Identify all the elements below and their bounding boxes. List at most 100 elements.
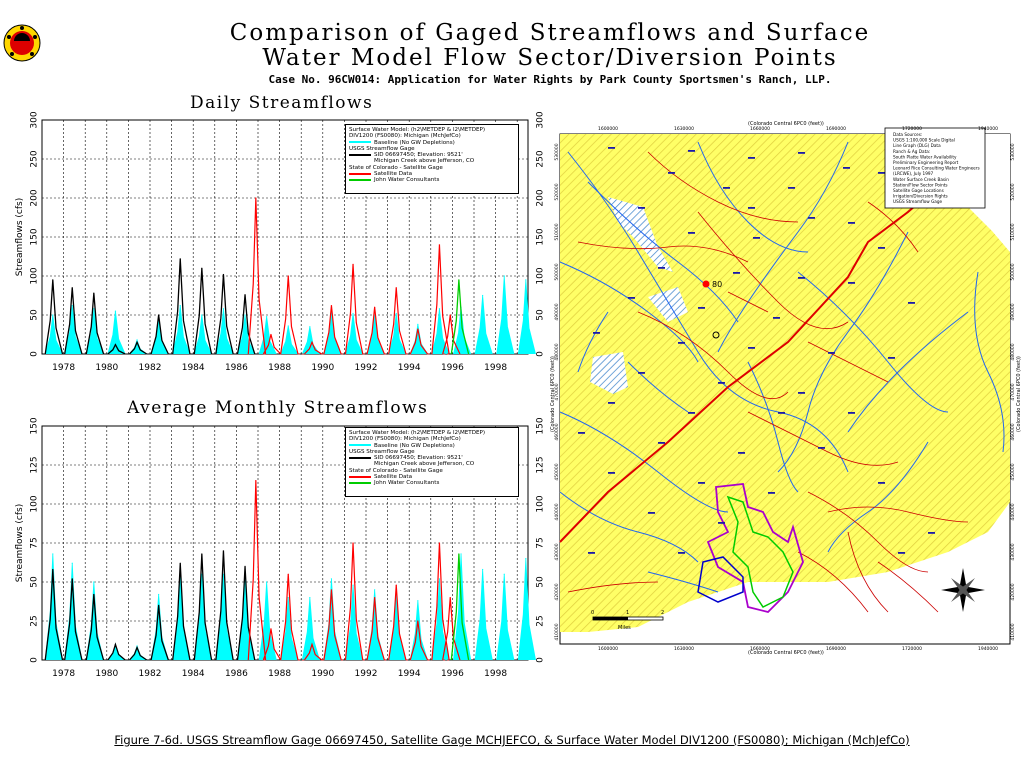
map-y-tick-label: 500000 [554,263,560,280]
diversion-point-marker [658,267,665,269]
monthly-streamflow-chart: 0 0 25 25 50 50 75 75 100 100 125 125 150 150 1978 1980… [15,418,546,679]
diversion-point-marker [898,552,905,554]
river-line [847,311,969,433]
diversion-point-marker [638,207,645,209]
baseline-area [44,553,536,661]
monthly-chart-title: Average Monthly Streamflows [127,398,429,418]
map-top-axis-label: (Colorado Central 6PC0 (feet)) [748,121,824,127]
diversion-point-marker [718,522,725,524]
legend-usgs-head: USGS Streamflow Gage [349,448,415,455]
legend-model-line2: DIV1200 (FS0080): Michigan (MchJefCo) [349,436,461,443]
map-y-tick-label-right: 480000 [1010,343,1016,360]
y-tick-label-right: 50 [536,309,546,321]
map-legend-line: USGS 1:100,000 Scale Digital [893,138,955,143]
road-line [697,211,849,329]
map-y-tick-label-right: 460000 [1010,423,1016,440]
diversion-point-marker [608,147,615,149]
map-x-tick-label-bottom: 1690000 [826,646,846,652]
y-tick-label-right: 150 [536,418,546,435]
map-y-tick-label: 460000 [554,423,560,440]
road-line [577,241,749,263]
series-line [44,258,256,355]
map-legend-line: South Platte Water Availability [893,154,957,159]
page-title-line2: Water Model Flow Sector/Diversion Points [262,45,838,71]
road-line [847,531,889,613]
legend-baseline-label: Baseline (No GW Depletions) [374,442,455,449]
road-line [647,151,799,223]
map-legend-line: Irrigation/Diversion Rights [893,194,948,199]
x-tick-label: 1990 [311,669,334,679]
diversion-point-marker [628,297,635,299]
y-tick-label: 25 [30,615,40,626]
x-tick-label: 1986 [225,669,248,679]
x-tick-label: 1980 [95,669,118,679]
legend-john-label: John Water Consultants [374,177,440,184]
diversion-point-marker [648,512,655,514]
diversion-point-marker [698,307,705,309]
map-bottom-axis-label: (Colorado Central 6PC0 (feet)) [748,650,824,656]
road-line [797,551,869,613]
map-legend-line: (LRCWE), July 1997 [893,171,934,176]
legend-model-line1: Surface Water Model: (h2\METDEP & l2\MET… [349,127,486,133]
diversion-point-marker [733,272,740,274]
map-hatched-area-1 [608,197,673,272]
river-line [717,141,849,353]
series-1 [44,258,256,355]
map-y-tick-label-right: 440000 [1010,503,1016,520]
daily-chart-title: Daily Streamflows [190,93,374,113]
map-x-tick-label-bottom: 1600000 [598,646,618,652]
road-line [747,411,899,466]
x-tick-label: 1984 [182,669,205,679]
map-roads [567,151,969,613]
x-tick-label: 1992 [355,669,378,679]
x-tick-label: 1990 [311,363,334,373]
legend-swatch-usgs [349,153,371,156]
road-line [567,581,659,593]
diversion-point-marker [878,172,885,174]
map-y-tick-label-right: 450000 [1010,463,1016,480]
series-2 [247,480,461,661]
diversion-point-marker [848,412,855,414]
x-tick-label: 1984 [182,363,205,373]
map-yellow-basin-area [560,134,1010,632]
x-tick-label: 1998 [484,669,507,679]
map-x-tick-label: 1940000 [978,126,998,132]
series-0 [44,275,536,355]
river-line [827,441,929,553]
legend-satellite-label: Satellite Data [374,474,413,481]
x-tick-label: 1988 [268,363,291,373]
legend-john: John Water Consultants [349,177,515,183]
map-y-tick-label: 430000 [554,543,560,560]
legend-usgs-head: USGS Streamflow Gage [349,145,415,152]
series-line [44,550,256,661]
map-x-tick-label-bottom: 1660000 [750,646,770,652]
compass-rose-icon [941,568,985,612]
diversion-point-marker [678,342,685,344]
map-y-tick-label-right: 470000 [1010,383,1016,400]
map-y-tick-label-right: 490000 [1010,303,1016,320]
monthly-chart-legend: Surface Water Model: (h2\METDEP & l2\MET… [345,427,519,497]
diversion-point-marker [888,357,895,359]
diversion-point-marker [748,207,755,209]
map-x-tick-label-bottom: 1940000 [978,646,998,652]
diversion-point-marker [928,532,935,534]
river-line [559,261,699,363]
road-line [877,561,939,613]
road-line [637,311,789,400]
river-line [974,271,1005,453]
scale-tick-2: 2 [661,610,664,616]
series-3 [450,279,470,355]
map-diversion-points [578,147,935,554]
diversion-point-marker [773,317,780,319]
series-2 [247,197,461,355]
x-tick-label: 1978 [52,363,75,373]
diversion-point-marker [678,552,685,554]
map-y-tick-label-right: 430000 [1010,543,1016,560]
map-gage-marker [702,280,710,288]
map-right-axis-label: (Colorado Central 6PC0 (feet)) [1016,356,1022,432]
diversion-point-marker [753,237,760,239]
map-x-tick-label: 1660000 [750,126,770,132]
y-tick-label-right: 0 [536,657,546,663]
diversion-point-marker [608,402,615,404]
